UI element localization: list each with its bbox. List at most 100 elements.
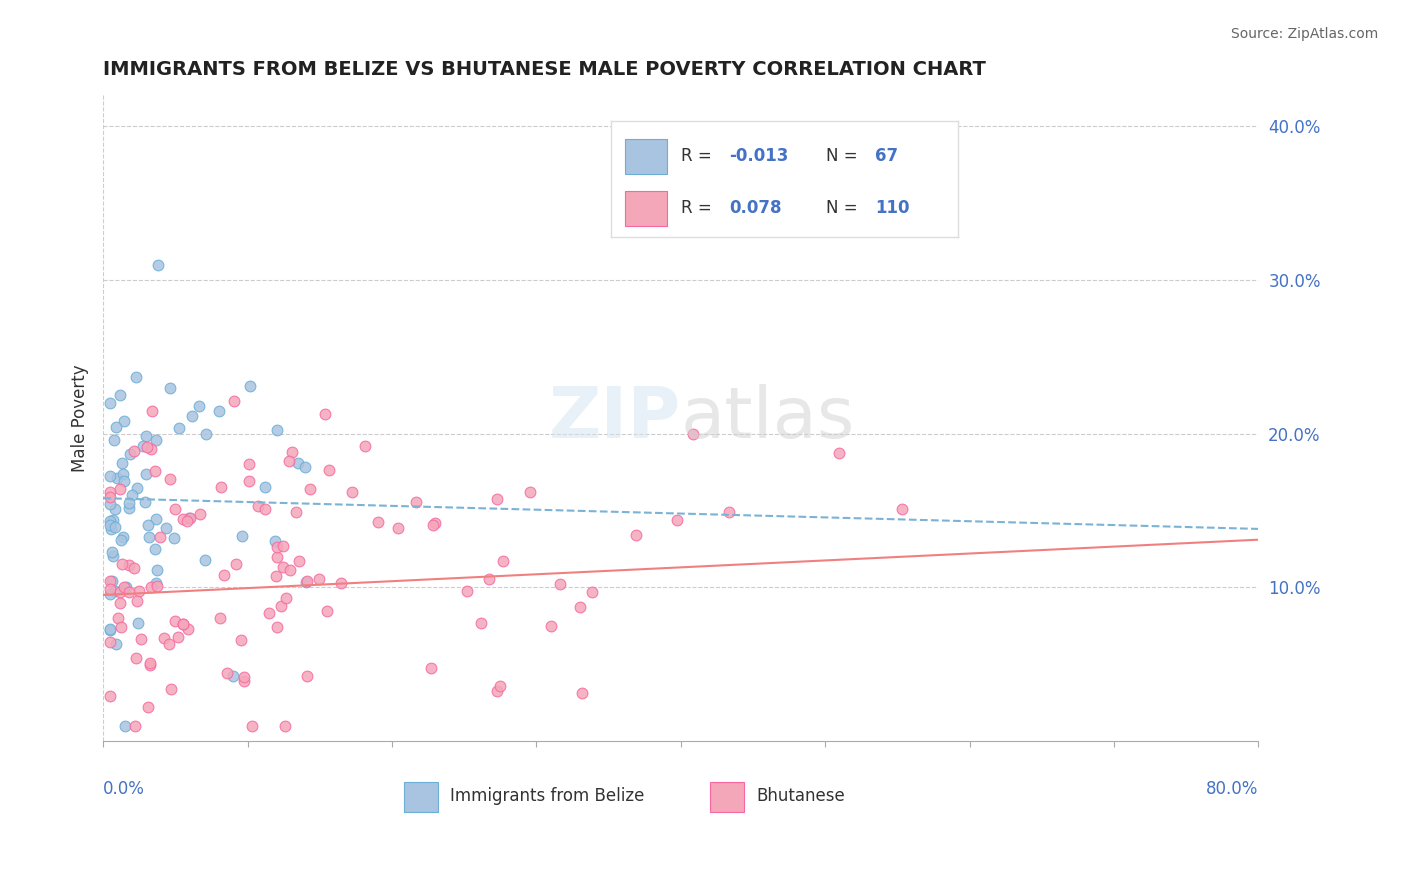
Point [287, 456, 309, 470]
Point [405, 495, 427, 509]
Point [104, 583, 127, 598]
Point [165, 614, 187, 628]
Point [125, 482, 148, 496]
Point [254, 480, 277, 494]
Point [118, 585, 141, 599]
Point [149, 531, 172, 545]
Point [98, 586, 121, 600]
Point [233, 670, 256, 684]
Point [104, 520, 127, 534]
Point [157, 637, 180, 651]
Point [172, 617, 194, 632]
Point [488, 679, 510, 693]
Point [163, 532, 186, 546]
Point [354, 439, 377, 453]
Point [240, 719, 263, 733]
Point [155, 521, 177, 535]
Point [136, 699, 159, 714]
Point [121, 487, 143, 501]
Point [212, 568, 235, 582]
Point [456, 583, 478, 598]
Point [98, 574, 121, 588]
Point [295, 669, 318, 683]
Point [122, 443, 145, 458]
Point [238, 474, 260, 488]
Point [387, 521, 409, 535]
Point [294, 460, 316, 475]
Point [163, 501, 186, 516]
Text: 80.0%: 80.0% [1206, 780, 1258, 797]
Point [101, 574, 124, 588]
Point [194, 553, 217, 567]
Point [131, 439, 153, 453]
Point [98, 396, 121, 410]
Point [266, 620, 288, 634]
Point [141, 580, 163, 594]
Point [208, 611, 231, 625]
Point [238, 457, 260, 471]
Point [98, 514, 121, 528]
Point [103, 433, 125, 447]
Point [179, 511, 201, 525]
Point [120, 447, 142, 461]
Point [172, 512, 194, 526]
Point [98, 517, 121, 532]
Point [112, 475, 135, 489]
Point [195, 426, 218, 441]
Point [107, 611, 129, 625]
Point [209, 480, 232, 494]
Point [112, 530, 135, 544]
Point [222, 393, 245, 408]
Text: 0.0%: 0.0% [103, 780, 145, 797]
Text: atlas: atlas [681, 384, 855, 453]
Point [422, 518, 444, 533]
Point [139, 656, 162, 670]
Point [271, 539, 294, 553]
Point [540, 619, 562, 633]
Point [101, 513, 124, 527]
Point [253, 502, 276, 516]
Point [111, 456, 134, 470]
Point [136, 441, 159, 455]
Point [143, 464, 166, 478]
Point [239, 379, 262, 393]
Point [340, 485, 363, 500]
Point [128, 584, 150, 599]
Point [166, 630, 188, 644]
Point [98, 622, 121, 636]
Point [159, 472, 181, 486]
Point [231, 529, 253, 543]
Point [188, 507, 211, 521]
Point [232, 674, 254, 689]
Point [295, 574, 318, 589]
Point [492, 554, 515, 568]
Point [118, 558, 141, 573]
Point [139, 657, 162, 672]
Point [187, 399, 209, 413]
Point [129, 632, 152, 647]
Point [110, 620, 132, 634]
Point [115, 580, 138, 594]
Point [127, 616, 149, 631]
Point [138, 530, 160, 544]
Point [118, 501, 141, 516]
Point [285, 505, 308, 519]
Point [177, 622, 200, 636]
Point [682, 427, 704, 442]
Point [318, 463, 340, 477]
Point [98, 485, 121, 500]
Point [104, 637, 127, 651]
Point [486, 491, 509, 506]
Point [278, 563, 301, 577]
Text: IMMIGRANTS FROM BELIZE VS BHUTANESE MALE POVERTY CORRELATION CHART: IMMIGRANTS FROM BELIZE VS BHUTANESE MALE… [103, 60, 986, 78]
Point [98, 690, 121, 704]
Point [125, 651, 148, 665]
Point [298, 482, 321, 496]
Point [135, 467, 157, 482]
Point [146, 258, 169, 272]
Point [314, 407, 336, 421]
Point [145, 579, 167, 593]
Point [176, 514, 198, 528]
Point [172, 617, 194, 632]
Point [288, 554, 311, 568]
